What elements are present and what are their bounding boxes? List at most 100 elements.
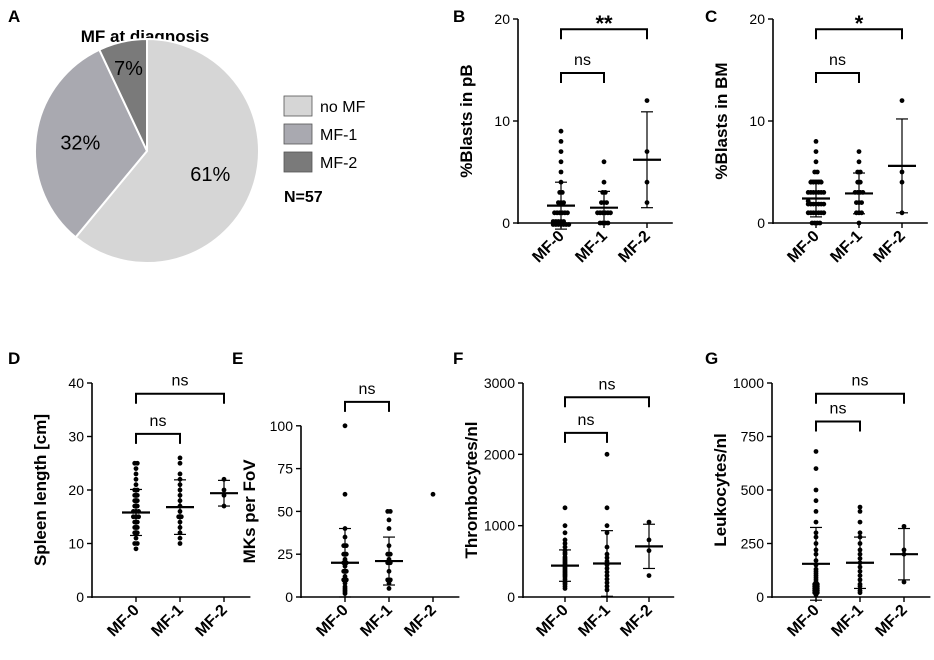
x-tick-label-2: MF-2 <box>870 228 908 266</box>
significance-label-0: ns <box>578 412 595 429</box>
x-tick-label-1: MF-1 <box>572 228 610 266</box>
significance-bracket-1 <box>564 396 650 408</box>
x-tick-label-2: MF-2 <box>192 602 230 640</box>
panel-letter-b: B <box>453 7 465 26</box>
significance-bracket-0 <box>560 72 605 84</box>
data-point <box>136 514 142 520</box>
panel-e: E 0 25 50 75 100 MKs per FoV MF-0 MF-1 MF-2 ns <box>232 349 460 640</box>
data-point <box>644 98 650 103</box>
data-point <box>386 517 392 523</box>
data-point <box>177 541 183 546</box>
data-point <box>558 169 564 175</box>
data-point <box>813 159 819 165</box>
data-point <box>813 139 819 144</box>
data-point <box>177 471 183 477</box>
data-point <box>133 546 139 552</box>
y-tick-label-0: 0 <box>76 589 84 605</box>
data-point <box>387 509 393 514</box>
data-point <box>601 159 607 165</box>
y-tick-label-2: 20 <box>494 11 510 27</box>
data-point <box>814 169 820 175</box>
significance-bracket-0 <box>135 432 181 444</box>
x-tick-label-0: MF-0 <box>533 602 571 640</box>
data-point <box>857 504 863 510</box>
data-point <box>604 200 609 206</box>
y-tick-label-2: 500 <box>741 482 765 498</box>
panel-g: G 0 250 500 750 1000 Leukocytes/nl MF-0 MF-1 MF-2… <box>705 349 931 640</box>
y-axis-label: %Blasts in pB <box>457 64 476 177</box>
significance-bracket-1 <box>135 392 225 404</box>
data-point <box>562 541 568 546</box>
data-point <box>386 586 392 591</box>
data-point <box>177 460 183 466</box>
data-point <box>857 588 863 593</box>
y-axis-label: %Blasts in BM <box>712 62 731 179</box>
panel-a: A MF at diagnosis 61% 32% 7% no MF MF-1 MF-2 N=5… <box>8 7 366 264</box>
y-tick-label-0: 0 <box>757 215 765 231</box>
data-point <box>558 139 564 144</box>
significance-bracket-0 <box>815 72 860 84</box>
y-tick-label-4: 100 <box>270 418 294 434</box>
x-tick-label-1: MF-1 <box>827 228 865 266</box>
y-tick-label-0: 0 <box>507 589 515 605</box>
data-point <box>562 523 568 529</box>
y-tick-label-1: 1000 <box>484 518 515 534</box>
data-point <box>813 466 819 471</box>
significance-bracket-1 <box>815 392 905 404</box>
x-tick-label-0: MF-0 <box>104 602 142 640</box>
significance-bracket-0 <box>815 420 861 432</box>
data-point <box>601 179 607 185</box>
x-tick-label-0: MF-0 <box>784 228 822 266</box>
y-tick-label-2: 20 <box>749 11 765 27</box>
y-tick-label-4: 40 <box>68 375 84 391</box>
y-tick-label-3: 3000 <box>484 375 515 391</box>
data-point <box>133 471 139 477</box>
y-tick-label-3: 750 <box>741 429 765 445</box>
y-tick-label-1: 10 <box>68 536 84 552</box>
legend-label-1: MF-1 <box>320 127 357 144</box>
data-point <box>856 149 862 155</box>
x-tick-label-1: MF-1 <box>148 602 186 640</box>
significance-label-0: ns <box>150 413 167 430</box>
panel-letter-e: E <box>232 349 243 368</box>
data-point <box>901 579 907 585</box>
data-point <box>558 128 564 134</box>
data-point <box>813 487 819 493</box>
data-point <box>562 505 568 511</box>
data-point <box>604 451 610 457</box>
panel-letter-c: C <box>705 7 717 26</box>
data-point <box>561 200 566 206</box>
data-point <box>177 455 183 461</box>
data-point <box>566 222 572 227</box>
data-point <box>813 149 819 155</box>
data-point <box>821 190 827 195</box>
data-point <box>857 530 863 536</box>
data-point <box>134 460 140 466</box>
data-point <box>856 220 862 226</box>
x-tick-label-2: MF-2 <box>617 602 655 640</box>
legend-swatch-0 <box>283 95 313 117</box>
y-tick-label-1: 10 <box>494 113 510 129</box>
x-tick-label-1: MF-1 <box>575 602 613 640</box>
y-tick-label-4: 1000 <box>733 375 764 391</box>
data-point <box>608 210 613 216</box>
y-axis-label: Spleen length [cm] <box>31 414 50 566</box>
significance-label-0: ns <box>359 381 376 398</box>
panel-c: C 0 10 20 %Blasts in BM MF-0 MF-1 MF-2 ns * <box>705 7 928 266</box>
legend-label-2: MF-2 <box>320 155 357 172</box>
significance-label-0: ns <box>574 52 591 69</box>
data-point <box>859 210 864 216</box>
panel-letter-f: F <box>453 349 463 368</box>
panel-letter-a: A <box>8 7 20 26</box>
y-tick-label-0: 0 <box>502 215 510 231</box>
significance-bracket-1 <box>560 28 648 40</box>
pie-title: MF at diagnosis <box>81 27 209 46</box>
data-point <box>813 498 819 504</box>
data-point <box>430 491 436 497</box>
data-point <box>605 220 611 226</box>
data-point <box>813 509 819 514</box>
data-point <box>859 200 864 206</box>
x-tick-label-2: MF-2 <box>872 602 910 640</box>
pie-slice-label-2: 7% <box>114 58 143 80</box>
x-tick-label-2: MF-2 <box>615 228 653 266</box>
